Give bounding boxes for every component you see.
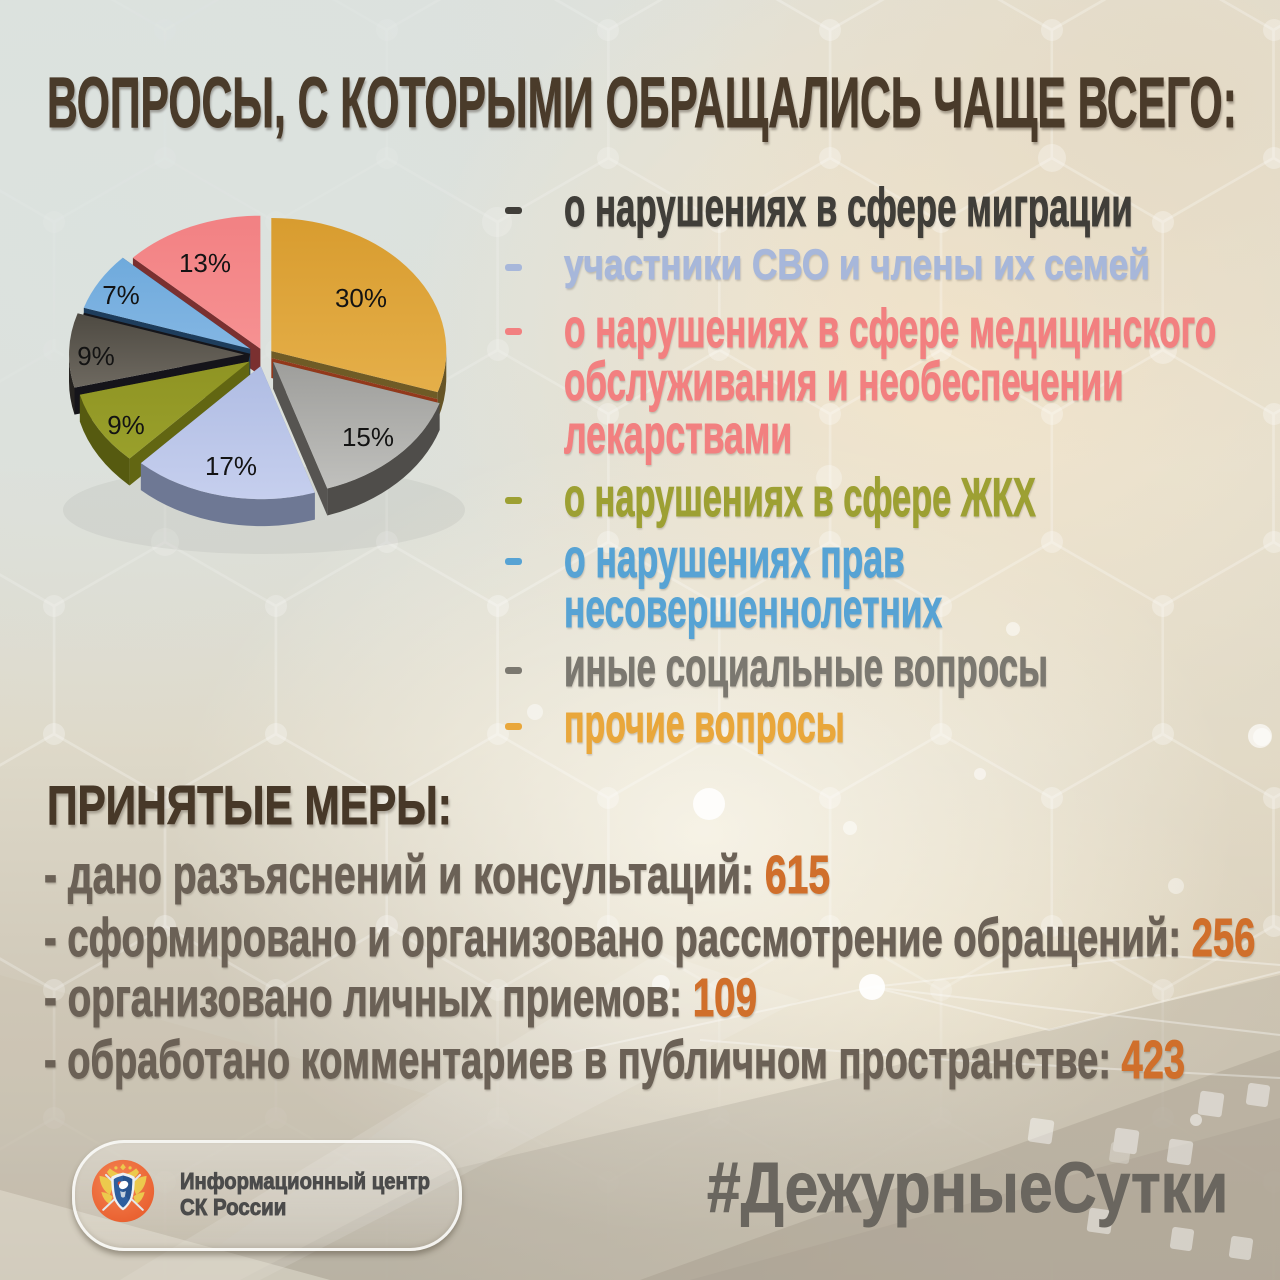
svg-text:13%: 13% [179,248,231,278]
svg-text:17%: 17% [205,451,257,481]
svg-text:7%: 7% [102,280,140,310]
svg-text:9%: 9% [107,410,145,440]
svg-text:9%: 9% [77,341,115,371]
svg-text:30%: 30% [335,283,387,313]
svg-text:15%: 15% [342,422,394,452]
